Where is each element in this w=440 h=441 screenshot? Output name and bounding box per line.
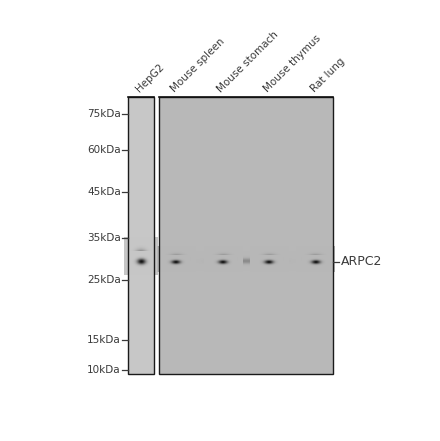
Text: 60kDa: 60kDa [87,145,121,155]
Text: ARPC2: ARPC2 [341,255,382,268]
Text: Mouse thymus: Mouse thymus [262,34,323,94]
Text: 75kDa: 75kDa [87,109,121,119]
Bar [128,97,154,374]
Text: 15kDa: 15kDa [87,335,121,345]
Text: Mouse spleen: Mouse spleen [169,37,227,94]
Text: HepG2: HepG2 [134,62,166,94]
Text: 45kDa: 45kDa [87,187,121,197]
Text: 35kDa: 35kDa [87,233,121,243]
Bar [159,97,333,374]
Text: 10kDa: 10kDa [87,366,121,375]
Bar [159,97,333,374]
Text: 25kDa: 25kDa [87,276,121,285]
Bar [128,97,154,374]
Text: Mouse stomach: Mouse stomach [216,30,281,94]
Text: Rat lung: Rat lung [308,56,346,94]
